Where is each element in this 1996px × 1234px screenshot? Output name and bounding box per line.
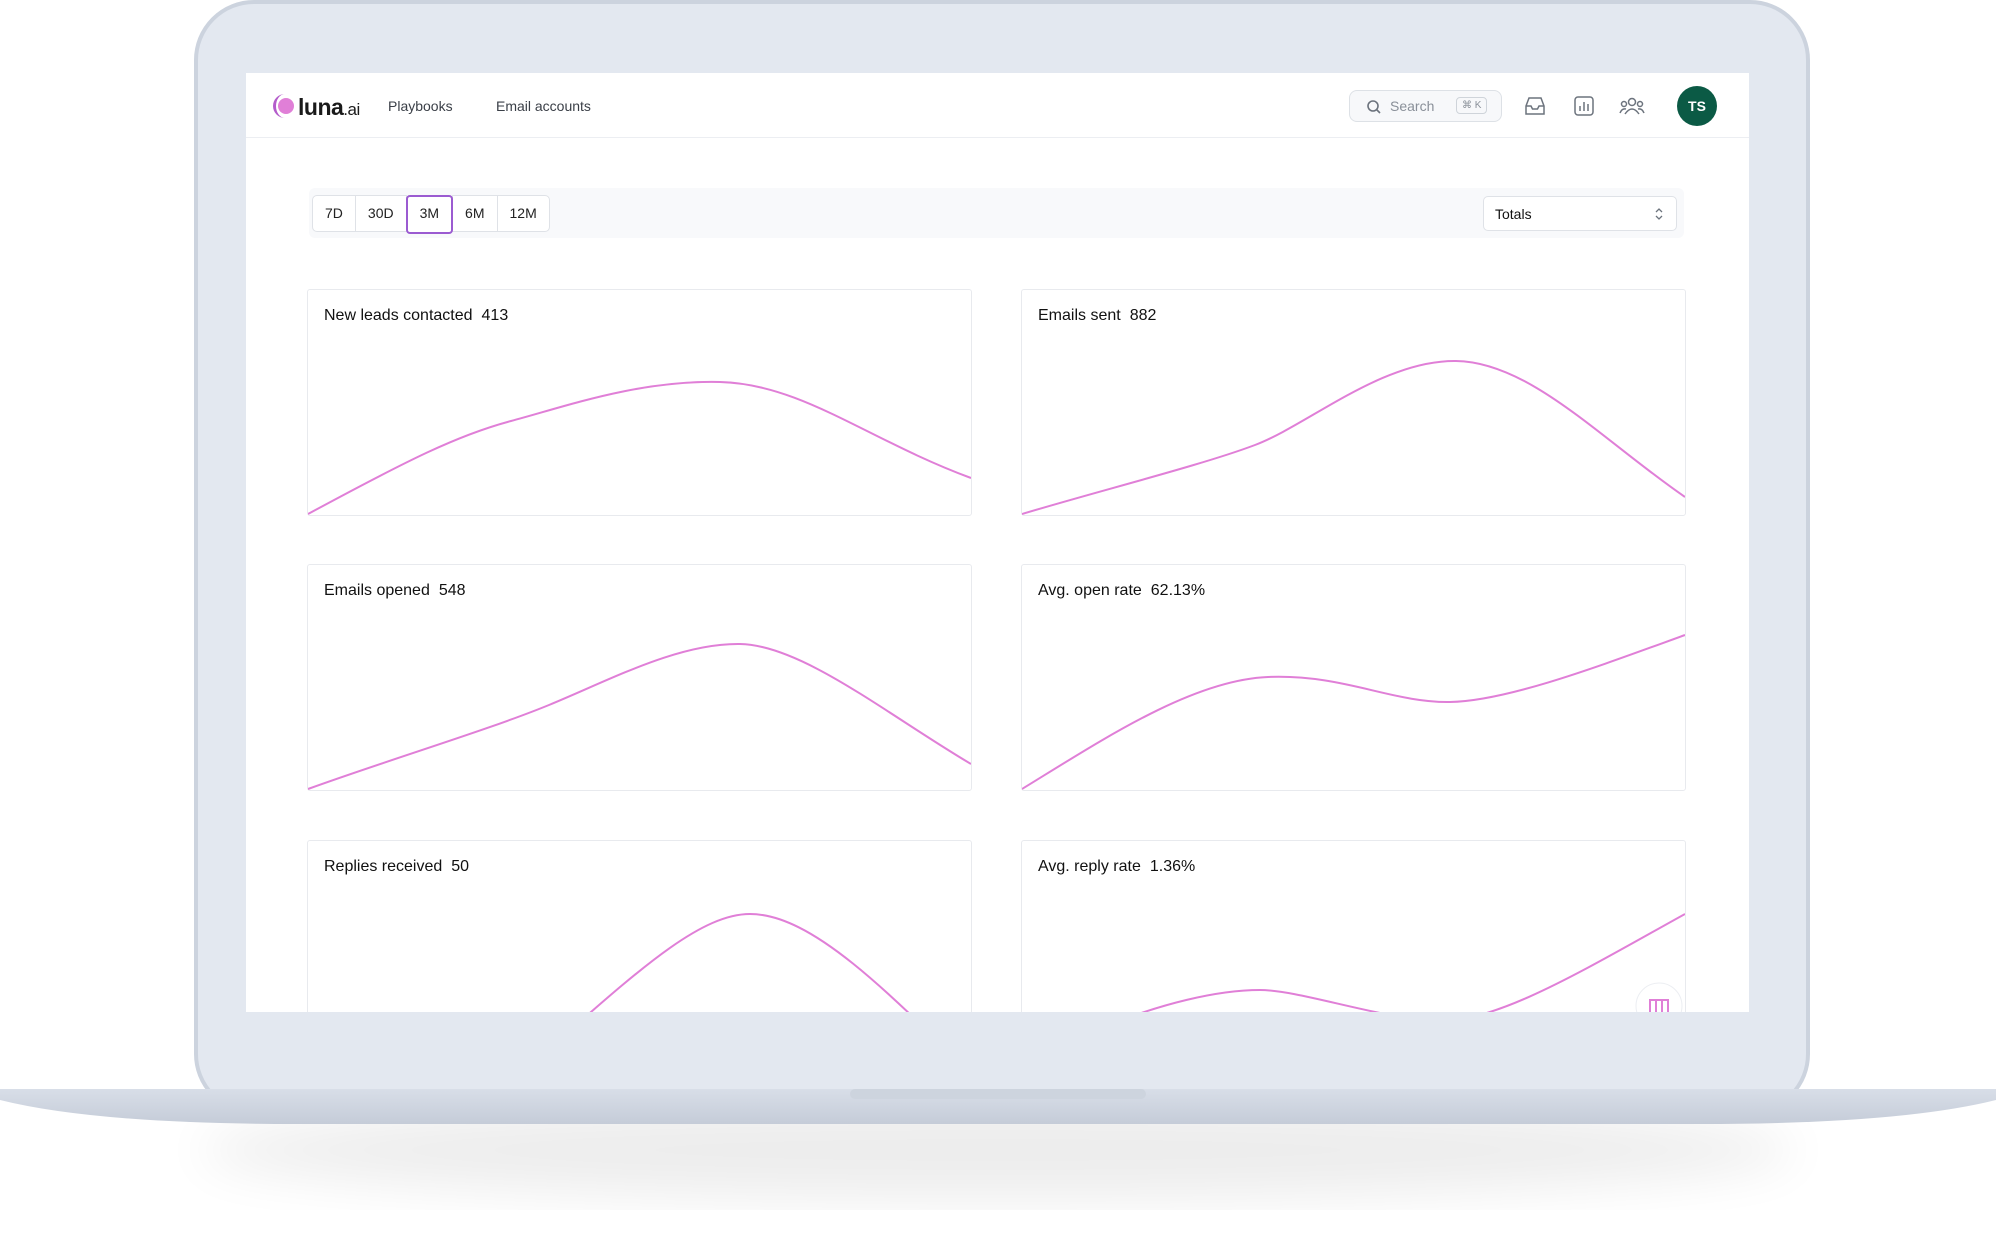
logo[interactable]: luna.ai <box>298 94 360 121</box>
period-button[interactable]: 3M <box>405 195 454 234</box>
card-value: 1.36% <box>1149 858 1196 875</box>
help-button[interactable] <box>1635 982 1683 1012</box>
card-value: 548 <box>438 582 466 599</box>
search-icon <box>1367 100 1381 114</box>
metric-card: Emails opened 548 <box>307 564 972 791</box>
header: luna.ai Playbooks Email accounts Search … <box>246 73 1749 138</box>
logo-icon <box>273 94 294 118</box>
search-box[interactable]: Search ⌘ K <box>1349 90 1502 122</box>
card-label: Replies received <box>324 858 443 875</box>
select-caret <box>1655 208 1663 220</box>
sparkline <box>1022 634 1685 790</box>
nav-link[interactable]: Email accounts <box>496 98 591 114</box>
logo-name: luna <box>298 94 344 120</box>
trend-line <box>1022 634 1685 790</box>
card-title: Avg. open rate 62.13% <box>1038 582 1205 600</box>
avatar[interactable]: TS <box>1677 86 1717 126</box>
metric-card: Avg. open rate 62.13% <box>1021 564 1686 791</box>
search-shortcut: ⌘ K <box>1456 97 1488 114</box>
period-button[interactable]: 6M <box>452 195 498 232</box>
sparkline <box>1022 359 1685 515</box>
card-value: 882 <box>1129 307 1157 324</box>
card-label: Emails opened <box>324 582 430 599</box>
card-value: 413 <box>481 307 509 324</box>
trend-line <box>308 380 971 515</box>
period-selector: 7D 30D 3M 6M 12M <box>312 195 550 234</box>
card-title: New leads contacted 413 <box>324 307 508 325</box>
card-title: Replies received 50 <box>324 858 469 876</box>
card-label: Avg. reply rate <box>1038 858 1141 875</box>
app-screen: luna.ai Playbooks Email accounts Search … <box>246 73 1749 1012</box>
totals-select[interactable]: Totals <box>1483 196 1677 231</box>
metric-card: Avg. reply rate 1.36% <box>1021 840 1686 1012</box>
card-label: Emails sent <box>1038 307 1121 324</box>
inbox-icon[interactable] <box>1523 94 1547 118</box>
period-button[interactable]: 12M <box>496 195 550 232</box>
search-placeholder: Search <box>1390 98 1435 114</box>
card-label: Avg. open rate <box>1038 582 1142 599</box>
trend-line <box>308 642 971 790</box>
nav-link[interactable]: Playbooks <box>388 98 453 114</box>
sparkline <box>308 380 971 515</box>
metric-card: New leads contacted 413 <box>307 289 972 516</box>
sparkline <box>1141 913 1685 1012</box>
team-icon[interactable] <box>1619 94 1645 118</box>
sparkline <box>589 912 910 1012</box>
period-button[interactable]: 30D <box>354 195 407 232</box>
trend-line <box>589 912 910 1012</box>
period-button[interactable]: 7D <box>312 195 356 232</box>
trend-line <box>1022 359 1685 515</box>
metric-card: Replies received 50 <box>307 840 972 1012</box>
select-value: Totals <box>1495 206 1532 222</box>
logo-suffix: .ai <box>343 100 360 119</box>
card-title: Emails sent 882 <box>1038 307 1156 325</box>
card-value: 62.13% <box>1150 582 1206 599</box>
card-label: New leads contacted <box>324 307 473 324</box>
analytics-icon[interactable] <box>1572 94 1596 118</box>
card-value: 50 <box>451 858 470 875</box>
card-title: Emails opened 548 <box>324 582 466 600</box>
card-title: Avg. reply rate 1.36% <box>1038 858 1195 876</box>
sparkline <box>308 642 971 790</box>
metric-card: Emails sent 882 <box>1021 289 1686 516</box>
trend-line <box>1141 913 1685 1012</box>
toolbar: 7D 30D 3M 6M 12M Totals <box>309 188 1684 238</box>
